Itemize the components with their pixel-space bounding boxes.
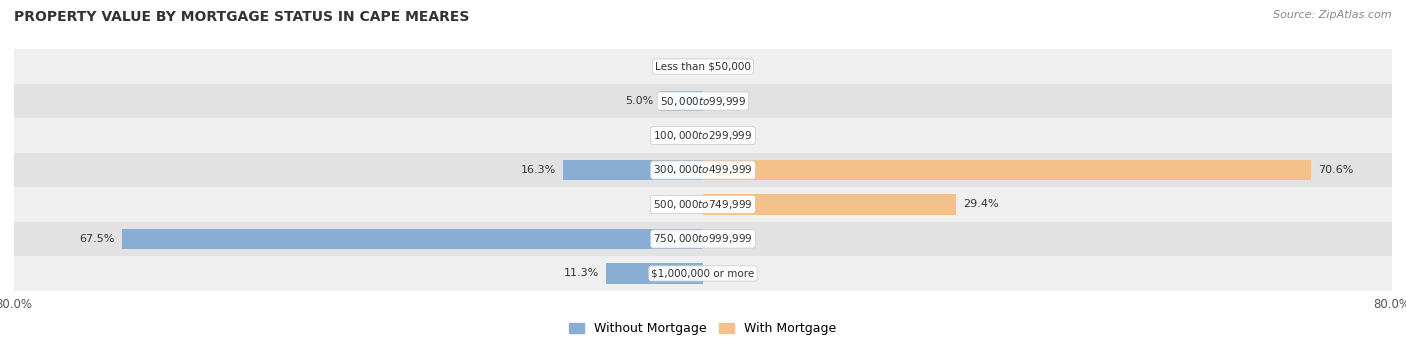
Text: Less than $50,000: Less than $50,000 [655,62,751,71]
Text: 11.3%: 11.3% [564,269,599,278]
Text: PROPERTY VALUE BY MORTGAGE STATUS IN CAPE MEARES: PROPERTY VALUE BY MORTGAGE STATUS IN CAP… [14,10,470,24]
Text: Source: ZipAtlas.com: Source: ZipAtlas.com [1274,10,1392,20]
Text: $300,000 to $499,999: $300,000 to $499,999 [654,164,752,176]
Bar [14,187,1392,222]
Bar [14,118,1392,153]
Bar [659,91,703,112]
Text: 0.0%: 0.0% [666,200,695,209]
Bar [14,256,1392,291]
Bar [606,263,703,284]
Bar [703,194,956,215]
Text: $50,000 to $99,999: $50,000 to $99,999 [659,95,747,107]
Bar [14,84,1392,118]
Text: 0.0%: 0.0% [711,234,740,244]
Text: $1,000,000 or more: $1,000,000 or more [651,269,755,278]
Text: 0.0%: 0.0% [711,131,740,140]
Text: 0.0%: 0.0% [711,269,740,278]
Text: 0.0%: 0.0% [711,96,740,106]
Text: 16.3%: 16.3% [520,165,555,175]
Legend: Without Mortgage, With Mortgage: Without Mortgage, With Mortgage [564,317,842,340]
Bar [14,49,1392,84]
Bar [122,228,703,249]
Text: $100,000 to $299,999: $100,000 to $299,999 [654,129,752,142]
Text: 5.0%: 5.0% [624,96,652,106]
Text: 67.5%: 67.5% [80,234,115,244]
Bar [562,160,703,180]
Bar [703,160,1310,180]
Text: 70.6%: 70.6% [1317,165,1353,175]
Text: 0.0%: 0.0% [666,131,695,140]
Bar [14,153,1392,187]
Text: $500,000 to $749,999: $500,000 to $749,999 [654,198,752,211]
Text: $750,000 to $999,999: $750,000 to $999,999 [654,233,752,245]
Text: 0.0%: 0.0% [666,62,695,71]
Text: 29.4%: 29.4% [963,200,998,209]
Bar [14,222,1392,256]
Text: 0.0%: 0.0% [711,62,740,71]
